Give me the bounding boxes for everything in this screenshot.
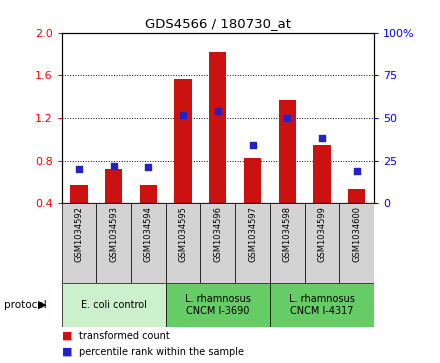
Point [249, 142, 256, 148]
Text: E. coli control: E. coli control [81, 300, 147, 310]
Point [284, 115, 291, 121]
Point [214, 108, 221, 114]
Text: GSM1034592: GSM1034592 [74, 206, 84, 262]
Bar [279, 100, 296, 203]
Text: ■: ■ [62, 347, 72, 357]
Bar [70, 185, 88, 203]
Bar [270, 203, 304, 283]
Text: L. rhamnosus
CNCM I-3690: L. rhamnosus CNCM I-3690 [185, 294, 251, 316]
Text: transformed count: transformed count [79, 331, 170, 341]
Title: GDS4566 / 180730_at: GDS4566 / 180730_at [145, 17, 291, 30]
Text: percentile rank within the sample: percentile rank within the sample [79, 347, 244, 357]
Bar [244, 159, 261, 203]
Bar [201, 203, 235, 283]
Bar [348, 189, 365, 203]
Text: ▶: ▶ [38, 300, 47, 310]
Bar [304, 203, 339, 283]
Bar [166, 283, 270, 327]
Text: GSM1034593: GSM1034593 [109, 206, 118, 262]
Bar [235, 203, 270, 283]
Text: GSM1034599: GSM1034599 [317, 206, 326, 262]
Bar [105, 169, 122, 203]
Text: GSM1034595: GSM1034595 [179, 206, 187, 262]
Bar [166, 203, 201, 283]
Point [75, 166, 82, 172]
Point [319, 135, 326, 141]
Bar [131, 203, 166, 283]
Bar [62, 203, 96, 283]
Bar [174, 78, 192, 203]
Bar [62, 283, 166, 327]
Point [145, 164, 152, 170]
Bar [140, 185, 157, 203]
Text: protocol: protocol [4, 300, 47, 310]
Text: GSM1034596: GSM1034596 [213, 206, 222, 262]
Bar [339, 203, 374, 283]
Bar [96, 203, 131, 283]
Text: GSM1034594: GSM1034594 [144, 206, 153, 262]
Point [180, 112, 187, 118]
Point [110, 163, 117, 169]
Text: GSM1034597: GSM1034597 [248, 206, 257, 262]
Text: ■: ■ [62, 331, 72, 341]
Bar [270, 283, 374, 327]
Bar [313, 144, 330, 203]
Text: GSM1034598: GSM1034598 [283, 206, 292, 262]
Bar [209, 52, 227, 203]
Text: GSM1034600: GSM1034600 [352, 206, 361, 262]
Text: L. rhamnosus
CNCM I-4317: L. rhamnosus CNCM I-4317 [289, 294, 355, 316]
Point [353, 168, 360, 174]
